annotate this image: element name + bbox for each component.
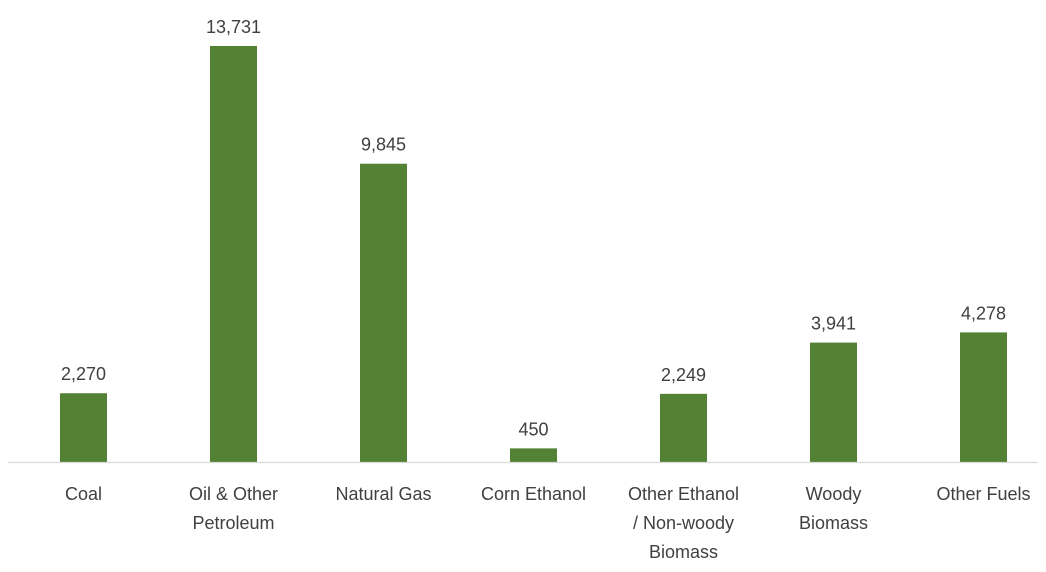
category-labels-layer: Coal Oil & Other Petroleum Natural Gas Corn … [65,484,1031,562]
x-tick-label: Other Fuels [936,484,1030,504]
x-tick-label-line: Biomass [649,542,718,562]
x-tick-label: Oil & Other Petroleum [189,484,278,533]
x-tick-label: Other Ethanol / Non-woody Biomass [628,484,739,562]
x-tick-label: Natural Gas [335,484,431,504]
x-tick-label-line: / Non-woody [633,513,734,533]
data-label: 450 [518,419,548,439]
data-label: 13,731 [206,17,261,37]
bar [660,393,707,462]
data-label: 9,845 [361,135,406,155]
bar [210,46,257,462]
bar [360,163,407,463]
data-label: 4,278 [961,303,1006,323]
x-tick-label-line: Woody [806,484,862,504]
x-tick-label-line: Oil & Other [189,484,278,504]
x-tick-label-line: Natural Gas [335,484,431,504]
bar [810,342,857,462]
x-tick-label: Coal [65,484,102,504]
x-tick-label: Woody Biomass [799,484,868,533]
x-tick-label-line: Petroleum [192,513,274,533]
x-tick-label-line: Other Fuels [936,484,1030,504]
data-label: 2,249 [661,365,706,385]
value-labels-layer: 2,270 13,731 9,845 450 2,249 3,941 4,278 [61,17,1006,439]
x-tick-label-line: Biomass [799,513,868,533]
bar [60,393,107,462]
bars-layer [60,46,1007,463]
data-label: 3,941 [811,314,856,334]
x-tick-label-line: Corn Ethanol [481,484,586,504]
bar [510,448,557,462]
x-tick-label-line: Other Ethanol [628,484,739,504]
x-tick-label-line: Coal [65,484,102,504]
x-tick-label: Corn Ethanol [481,484,586,504]
data-label: 2,270 [61,364,106,384]
bar [960,332,1007,462]
